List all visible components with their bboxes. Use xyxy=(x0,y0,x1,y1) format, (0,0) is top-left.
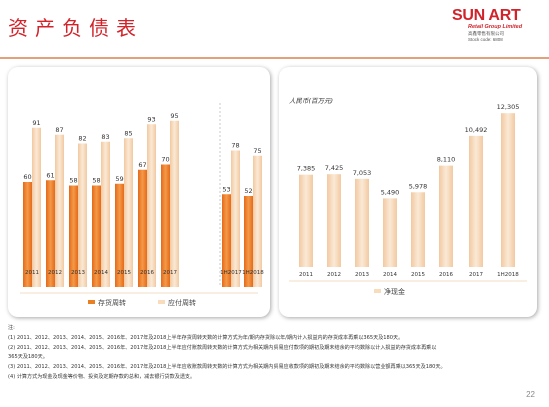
data-label-net-cash: 7,425 xyxy=(325,164,344,172)
data-label-net-cash: 10,492 xyxy=(465,126,488,134)
x-tick-label: 2016 xyxy=(140,270,154,276)
bar-payable-days xyxy=(78,143,87,287)
footnote-line: (3) 2011、2012、2013、2014、2015、2016年、2017年… xyxy=(8,364,446,371)
logo-sub-text: Retail Group Limited xyxy=(468,24,523,30)
legend-label-net-cash: 净现金 xyxy=(384,287,405,296)
x-tick-label: 2015 xyxy=(411,272,425,278)
data-label-inventory: 58 xyxy=(69,177,77,185)
bar-net-cash xyxy=(411,192,425,267)
x-tick-label: 2011 xyxy=(25,270,39,276)
logo-main-text: SUN ART xyxy=(452,7,521,24)
logo-stock-text: Stock code: 6808 xyxy=(468,37,503,42)
bar-net-cash xyxy=(327,174,341,267)
data-label-payables: 85 xyxy=(124,129,132,137)
legend-swatch-payables xyxy=(158,300,165,304)
bar-inventory-days xyxy=(69,185,78,287)
footnote-line: (2) 2011、2012、2013、2014、2015、2016年、2017年… xyxy=(8,344,437,351)
data-label-inventory: 58 xyxy=(92,177,100,185)
bar-net-cash xyxy=(355,178,369,267)
x-tick-label: 2015 xyxy=(117,270,131,276)
header-rule xyxy=(0,57,549,59)
data-label-inventory: 67 xyxy=(138,161,146,169)
page-title: 资产负债表 xyxy=(8,16,143,40)
data-label-payables: 95 xyxy=(170,112,178,120)
bar-payable-days xyxy=(101,141,110,287)
data-label-payables: 93 xyxy=(147,115,155,123)
working-capital-chart: 60 91 2011 61 87 2012 58 82 2013 58 83 2014 59 85 2015… xyxy=(20,103,264,307)
data-label-payables: 83 xyxy=(101,133,109,141)
bar-net-cash xyxy=(383,198,397,267)
data-label-net-cash: 5,978 xyxy=(409,182,428,190)
bar-inventory-days xyxy=(138,169,147,287)
bar-payable-days xyxy=(147,124,156,287)
bar-payable-days xyxy=(55,134,64,287)
data-label-net-cash: 8,110 xyxy=(437,156,456,164)
net-cash-panel: 净现金 人民币(百万元) 7,385 2011 7,425 2012 7,053 2013… xyxy=(279,67,537,317)
working-capital-panel-title: 营运资金天数 xyxy=(84,68,193,83)
x-tick-label: 2011 xyxy=(299,272,313,278)
data-label-payables: 91 xyxy=(32,119,40,127)
working-capital-panel: 营运资金天数 60 91 2011 61 87 2012 58 82 2013 58 83 2014 5… xyxy=(8,67,270,317)
net-cash-chart: 人民币(百万元) 7,385 2011 7,425 2012 7,053 2013 5,49… xyxy=(289,97,527,296)
data-label-net-cash: 12,305 xyxy=(497,103,520,111)
bar-net-cash xyxy=(299,174,313,267)
bar-inventory-days xyxy=(244,196,253,287)
legend-label-payables: 应付周转 xyxy=(168,298,196,307)
legend-label-inventory: 存货周转 xyxy=(98,298,126,307)
bar-net-cash xyxy=(469,135,483,267)
bar-inventory-days xyxy=(46,180,55,287)
bar-inventory-days xyxy=(222,194,231,287)
footnotes: 注: (1) 2011、2012、2013、2014、2015、2016年、20… xyxy=(8,324,543,383)
x-tick-label: 2016 xyxy=(439,272,453,278)
bar-inventory-days xyxy=(23,182,32,287)
x-tick-label: 2017 xyxy=(163,270,177,276)
bar-inventory-days xyxy=(161,164,170,287)
footnote-line: 365天及180天。 xyxy=(8,354,48,361)
legend-swatch-inventory xyxy=(88,300,95,304)
x-tick-label: 2013 xyxy=(355,272,369,278)
company-logo: SUN ART Retail Group Limited 高鑫零售有限公司 St… xyxy=(452,8,542,43)
net-cash-unit: 人民币(百万元) xyxy=(289,97,333,105)
x-tick-label: 2012 xyxy=(327,272,341,278)
x-tick-label: 2014 xyxy=(94,270,108,276)
data-label-net-cash: 5,490 xyxy=(381,188,400,196)
x-tick-label: 2012 xyxy=(48,270,62,276)
bar-inventory-days xyxy=(115,183,124,287)
x-tick-label: 2014 xyxy=(383,272,397,278)
footnote-line: (1) 2011、2012、2013、2014、2015、2016年、2017年… xyxy=(8,334,404,341)
data-label-net-cash: 7,053 xyxy=(353,169,372,177)
logo-cn-text: 高鑫零售有限公司 xyxy=(468,31,504,36)
data-label-net-cash: 7,385 xyxy=(297,165,316,173)
data-label-inventory: 61 xyxy=(46,171,54,179)
x-tick-label: 1H2018 xyxy=(497,272,519,278)
legend-swatch-net-cash xyxy=(374,289,381,293)
bar-net-cash xyxy=(501,113,515,267)
bar-payable-days xyxy=(231,150,240,287)
data-label-payables: 82 xyxy=(78,135,86,143)
net-cash-panel-title: 净现金 xyxy=(380,68,435,83)
footnote-line: (4) 计算方式为现金及现金等价物、投资及定期存款的总和，减去银行贷款及透支。 xyxy=(8,373,196,380)
data-label-inventory: 53 xyxy=(222,185,230,193)
bar-payable-days xyxy=(253,155,262,287)
bar-inventory-days xyxy=(92,185,101,287)
footnote-line: 注: xyxy=(8,325,15,331)
x-tick-label: 1H2017 xyxy=(220,270,242,276)
data-label-payables: 87 xyxy=(55,126,63,134)
data-label-inventory: 52 xyxy=(244,187,252,195)
bar-payable-days xyxy=(124,138,133,287)
page-number: 22 xyxy=(526,390,535,399)
x-tick-label: 1H2018 xyxy=(242,270,264,276)
x-tick-label: 2017 xyxy=(469,272,483,278)
bar-net-cash xyxy=(439,165,453,267)
x-tick-label: 2013 xyxy=(71,270,85,276)
data-label-inventory: 59 xyxy=(115,175,123,183)
data-label-inventory: 60 xyxy=(23,173,31,181)
data-label-payables: 78 xyxy=(231,142,239,150)
bar-payable-days xyxy=(170,120,179,287)
data-label-payables: 75 xyxy=(253,147,261,155)
bar-payable-days xyxy=(32,127,41,287)
data-label-inventory: 70 xyxy=(161,156,169,164)
